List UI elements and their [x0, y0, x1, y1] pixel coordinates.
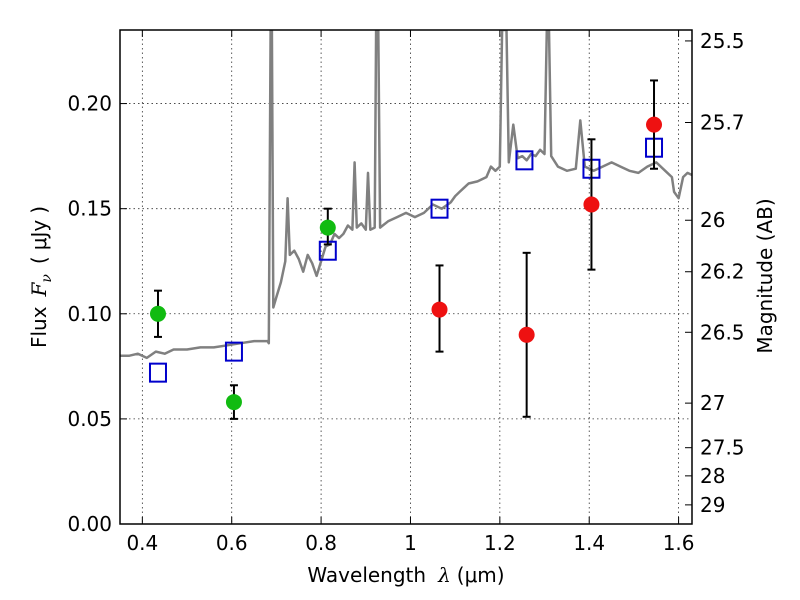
x-axis-label: Wavelength	[307, 563, 426, 587]
y2-tick-label: 26.5	[700, 320, 745, 344]
y2-tick-label: 27.5	[700, 436, 745, 460]
y2-axis-title: Magnitude (AB)	[753, 198, 777, 353]
y-axis-subscript: ν	[39, 274, 55, 283]
x-axis-unit: (μm)	[457, 563, 505, 587]
y-axis-title: Flux Fν ( μJy)	[27, 206, 55, 348]
x-tick-label: 1	[404, 531, 417, 555]
model-photometry-square	[430, 198, 449, 219]
model-photometry-square	[148, 362, 167, 383]
y-axis-label: Flux	[27, 306, 51, 348]
non-detection-point	[646, 116, 663, 133]
y-axis-unit: μJy	[27, 220, 51, 251]
y2-tick-label: 25.7	[700, 110, 745, 134]
y-tick-label: 0.10	[67, 302, 112, 326]
y2-tick-label: 29	[700, 493, 725, 517]
detection-point	[225, 394, 242, 411]
ticks: 0.4 0.6 0.8 1 1.2 1.4 1.6 0.00 0.05 0.10 0.15 0.20 2…	[67, 29, 744, 555]
x-tick-label: 0.4	[126, 531, 158, 555]
y2-tick-label: 25.5	[700, 29, 745, 53]
y-tick-label: 0.15	[67, 197, 112, 221]
model-photometry-square	[224, 341, 243, 362]
y-axis-unit-open: (	[27, 256, 51, 264]
y2-tick-label: 26.2	[700, 260, 745, 284]
y2-tick-label: 27	[700, 391, 725, 415]
non-detection-point	[431, 301, 448, 318]
y-tick-label: 0.20	[67, 92, 112, 116]
x-tick-label: 1.6	[663, 531, 695, 555]
x-tick-label: 0.8	[305, 531, 337, 555]
model-sed-line	[120, 30, 692, 360]
y-tick-label: 0.05	[67, 407, 112, 431]
x-axis-title: Wavelength λ (μm)	[307, 563, 504, 587]
x-tick-label: 0.6	[216, 531, 248, 555]
detection-point	[319, 219, 336, 236]
y2-tick-label: 28	[700, 464, 725, 488]
x-tick-label: 1.4	[573, 531, 605, 555]
y2-tick-label: 26	[700, 208, 725, 232]
model-photometry-square	[515, 150, 534, 171]
non-detection-point	[518, 326, 535, 343]
y-axis-unit-close: )	[27, 206, 51, 214]
y-axis-symbol: F	[27, 281, 51, 297]
axes-frame	[119, 29, 693, 525]
plot-area	[120, 30, 692, 420]
non-detection-point	[583, 196, 600, 213]
detection-point	[149, 305, 166, 322]
x-tick-label: 1.2	[484, 531, 516, 555]
y-tick-label: 0.00	[67, 512, 112, 536]
x-axis-symbol: λ	[437, 563, 451, 587]
